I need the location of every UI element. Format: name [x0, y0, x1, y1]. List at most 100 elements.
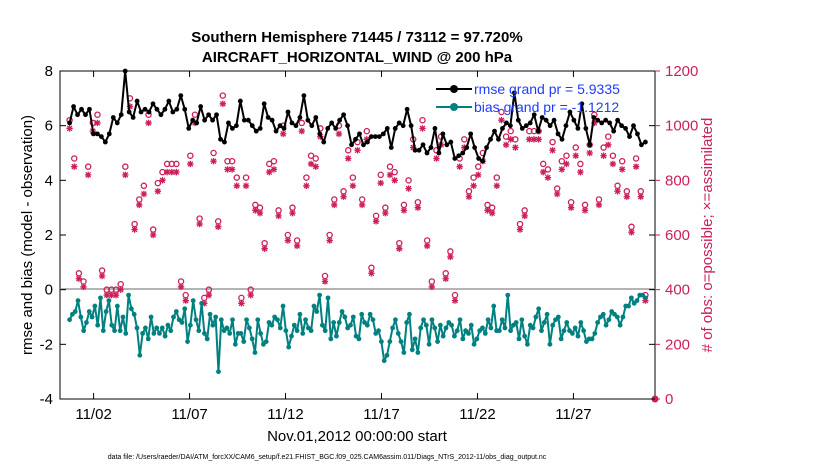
- assimilated-obs-point: [558, 166, 566, 173]
- bias-point: [263, 339, 269, 344]
- assimilated-obs-point: [126, 103, 134, 110]
- assimilated-obs-point: [136, 201, 143, 209]
- possible-obs-point: [270, 157, 278, 165]
- bias-point: [620, 314, 626, 320]
- possible-obs-point: [228, 157, 236, 165]
- bias-point: [496, 328, 502, 334]
- bias-point: [578, 320, 584, 325]
- possible-obs-point: [419, 116, 426, 124]
- y2-tick-label: 400: [665, 282, 690, 299]
- rmse-point: [83, 112, 88, 118]
- assimilated-obs-point: [354, 147, 361, 154]
- bias-point: [86, 309, 92, 314]
- bias-point: [246, 325, 252, 331]
- rmse-point: [408, 123, 414, 129]
- rmse-point: [591, 115, 597, 120]
- bias-point: [193, 317, 199, 323]
- rmse-point: [472, 145, 478, 150]
- bias-point: [502, 325, 508, 331]
- assimilated-obs-point: [122, 171, 129, 179]
- possible-obs-point: [233, 174, 241, 181]
- possible-obs-point: [312, 155, 319, 162]
- bias-point: [339, 309, 345, 314]
- rmse-point: [210, 117, 215, 123]
- rmse-point: [440, 131, 446, 137]
- assimilated-obs-point: [84, 171, 92, 179]
- bias-point: [202, 331, 207, 336]
- assimilated-obs-point: [609, 160, 617, 168]
- bias-point: [84, 320, 89, 325]
- rmse-point: [376, 134, 382, 140]
- x-tick-label: 11/22: [459, 406, 495, 423]
- assimilated-obs-point: [303, 182, 310, 189]
- bias-point: [452, 333, 457, 339]
- rmse-point: [599, 120, 605, 126]
- rmse-point: [420, 142, 426, 148]
- bias-point: [185, 339, 190, 344]
- rmse-point: [547, 123, 553, 129]
- assimilated-obs-point: [75, 275, 83, 282]
- possible-obs-point: [303, 174, 310, 181]
- bias-point: [112, 328, 117, 334]
- bias-point: [541, 320, 547, 325]
- bias-point: [395, 331, 401, 336]
- rmse-point: [480, 158, 485, 164]
- assimilated-obs-point: [382, 209, 389, 217]
- bias-point: [289, 333, 294, 339]
- rmse-point: [130, 115, 136, 120]
- rmse-point: [126, 109, 132, 115]
- rmse-point: [118, 112, 124, 118]
- bias-point: [283, 328, 289, 334]
- assimilated-obs-point: [266, 168, 273, 176]
- assimilated-obs-point: [512, 144, 519, 151]
- bias-point: [457, 317, 463, 323]
- possible-obs-point: [377, 171, 384, 179]
- rmse-point: [484, 145, 489, 150]
- bias-point: [390, 325, 396, 331]
- rmse-point: [492, 128, 497, 134]
- rmse-point: [504, 120, 509, 126]
- bias-point: [123, 331, 129, 336]
- assimilated-obs-point: [326, 237, 333, 244]
- rmse-point: [261, 101, 267, 107]
- assimilated-obs-point: [261, 245, 268, 252]
- rmse-point: [635, 131, 640, 137]
- possible-obs-point: [242, 174, 250, 181]
- rmse-point: [432, 125, 438, 131]
- x-tick-label: 11/02: [75, 406, 111, 423]
- bias-point: [249, 336, 255, 342]
- rmse-point: [237, 98, 243, 104]
- assimilated-obs-point: [470, 182, 477, 189]
- rmse-point: [162, 106, 168, 112]
- bias-point: [128, 306, 134, 312]
- assimilated-obs-point: [94, 119, 101, 127]
- bias-point: [244, 317, 249, 323]
- bias-point: [241, 339, 247, 344]
- assimilated-obs-point: [521, 212, 528, 220]
- bias-point: [81, 328, 87, 334]
- possible-obs-point: [605, 133, 612, 140]
- x-tick-label: 11/07: [171, 406, 207, 423]
- bias-point: [255, 317, 261, 323]
- assimilated-obs-point: [358, 201, 366, 209]
- assimilated-obs-point: [591, 119, 598, 127]
- assimilated-obs-point: [516, 226, 524, 233]
- rmse-point: [134, 98, 140, 104]
- bias-point: [75, 298, 81, 303]
- bias-point: [92, 303, 98, 309]
- assimilated-obs-point: [80, 283, 87, 291]
- bias-point: [199, 300, 205, 306]
- bias-point: [224, 325, 230, 331]
- bias-point: [154, 325, 160, 331]
- bias-point: [157, 331, 162, 336]
- bias-point: [173, 309, 179, 314]
- rmse-point: [297, 115, 303, 120]
- bias-point: [575, 333, 581, 339]
- rmse-point: [464, 145, 470, 150]
- bias-point: [218, 317, 224, 323]
- bias-point: [314, 309, 320, 314]
- bias-point: [159, 325, 165, 331]
- legend-rmse-marker: [450, 85, 458, 93]
- possible-obs-point: [498, 108, 505, 116]
- rmse-point: [559, 136, 565, 142]
